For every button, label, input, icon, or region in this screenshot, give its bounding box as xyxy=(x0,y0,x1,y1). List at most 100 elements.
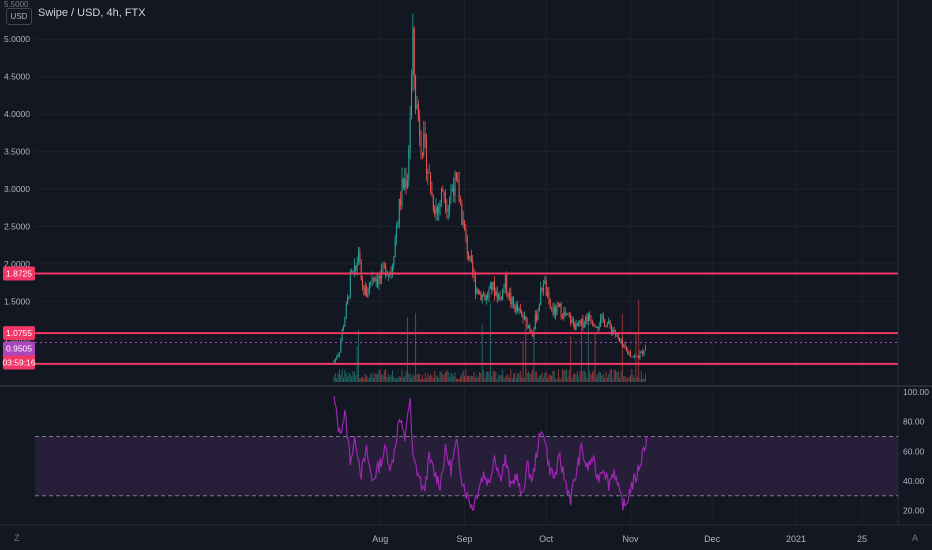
countdown-label-bg xyxy=(3,355,35,370)
candle-body xyxy=(406,180,408,188)
candle-body xyxy=(601,315,603,319)
rsi-tick-label: 80.00 xyxy=(903,417,925,427)
volume-bar xyxy=(430,374,432,382)
candle-body xyxy=(582,318,584,328)
candle-body xyxy=(593,323,595,326)
volume-bar xyxy=(600,372,602,382)
volume-bar xyxy=(479,372,481,382)
candle-body xyxy=(590,319,592,324)
candle-body xyxy=(613,330,615,333)
candle-body xyxy=(400,199,402,206)
candle-body xyxy=(336,357,338,359)
candle-body xyxy=(476,289,478,294)
level-label: 1.0755 xyxy=(6,328,32,338)
volume-bar xyxy=(575,374,577,382)
volume-bar xyxy=(515,377,517,382)
candle-body xyxy=(602,315,604,320)
timezone-button[interactable]: Z xyxy=(14,533,20,543)
volume-bar xyxy=(517,373,519,382)
volume-bar xyxy=(628,377,630,382)
candle-body xyxy=(408,149,410,181)
volume-bar xyxy=(368,377,370,382)
candle-body xyxy=(349,271,351,297)
time-axis[interactable]: Aug Sep Oct Nov Dec 2021 25 xyxy=(372,534,867,544)
candle-body xyxy=(495,291,497,296)
volume-bar xyxy=(595,377,597,382)
candle-body xyxy=(640,351,642,353)
volume-bar xyxy=(608,374,610,382)
volume-bar xyxy=(589,370,591,382)
volume-bar xyxy=(606,377,608,382)
candle-body xyxy=(586,316,588,321)
candle-body xyxy=(493,281,495,296)
candle-body xyxy=(549,299,551,308)
candle-body xyxy=(396,227,398,238)
candle-body xyxy=(604,319,606,327)
volume-bar xyxy=(377,374,379,382)
volume-bar xyxy=(383,370,385,382)
volume-bar xyxy=(427,373,429,382)
candle-body xyxy=(462,220,464,225)
volume-bar xyxy=(616,371,618,382)
volume-bar xyxy=(555,378,557,382)
candle-body xyxy=(457,179,459,183)
candle-body xyxy=(560,303,562,317)
volume-bar xyxy=(499,375,501,382)
currency-badge[interactable]: USD xyxy=(6,8,32,25)
candle-body xyxy=(598,326,600,329)
volume-bar xyxy=(445,371,447,382)
time-tick-label: Sep xyxy=(457,534,473,544)
candle-body xyxy=(347,297,349,305)
volume-bar xyxy=(411,377,413,382)
candle-body xyxy=(567,313,569,316)
candle-body xyxy=(538,305,540,311)
price-tick-label: 3.0000 xyxy=(4,184,30,194)
volume-bar xyxy=(349,374,351,382)
volume-bar xyxy=(484,377,486,382)
volume-bar xyxy=(379,369,381,382)
candle-body xyxy=(540,288,542,306)
candle-body xyxy=(461,204,463,225)
candle-body xyxy=(367,292,369,298)
candle-body xyxy=(431,191,433,196)
horizontal-levels[interactable] xyxy=(35,272,898,365)
volume-bar xyxy=(523,377,525,382)
candle-body xyxy=(416,104,418,109)
candle-body xyxy=(360,261,362,281)
candle-body xyxy=(536,314,538,320)
candle-body xyxy=(337,354,339,358)
candle-body xyxy=(368,282,370,293)
volume-bar xyxy=(563,370,565,382)
auto-scale-button[interactable]: A xyxy=(912,533,919,543)
volume-bar xyxy=(474,377,476,382)
volume-bar xyxy=(417,373,419,382)
candle-body xyxy=(353,265,355,272)
candle-body xyxy=(644,347,646,351)
candle-body xyxy=(504,275,506,288)
candle-body xyxy=(479,292,481,294)
volume-bar xyxy=(534,371,536,382)
candle-body xyxy=(522,314,524,320)
candle-body xyxy=(525,316,527,319)
candle-body xyxy=(480,292,482,301)
volume-bar xyxy=(362,376,364,382)
candle-body xyxy=(466,236,468,255)
candle-body xyxy=(632,356,634,358)
candle-body xyxy=(627,350,629,354)
volume-bar xyxy=(566,369,568,382)
volume-bar xyxy=(409,373,411,382)
volume-bar xyxy=(586,377,588,382)
candle-body xyxy=(544,280,546,284)
volume-bar xyxy=(375,373,377,382)
volume-bar xyxy=(572,374,574,382)
candle-body xyxy=(483,294,485,296)
price-tick-label: 4.0000 xyxy=(4,109,30,119)
candle-body xyxy=(571,319,573,323)
volume-bar xyxy=(465,369,467,382)
volume-bar xyxy=(351,376,353,382)
volume-bar xyxy=(635,333,637,382)
volume-bar xyxy=(576,370,578,382)
volume-bar xyxy=(527,371,529,382)
volume-bar xyxy=(617,371,619,382)
